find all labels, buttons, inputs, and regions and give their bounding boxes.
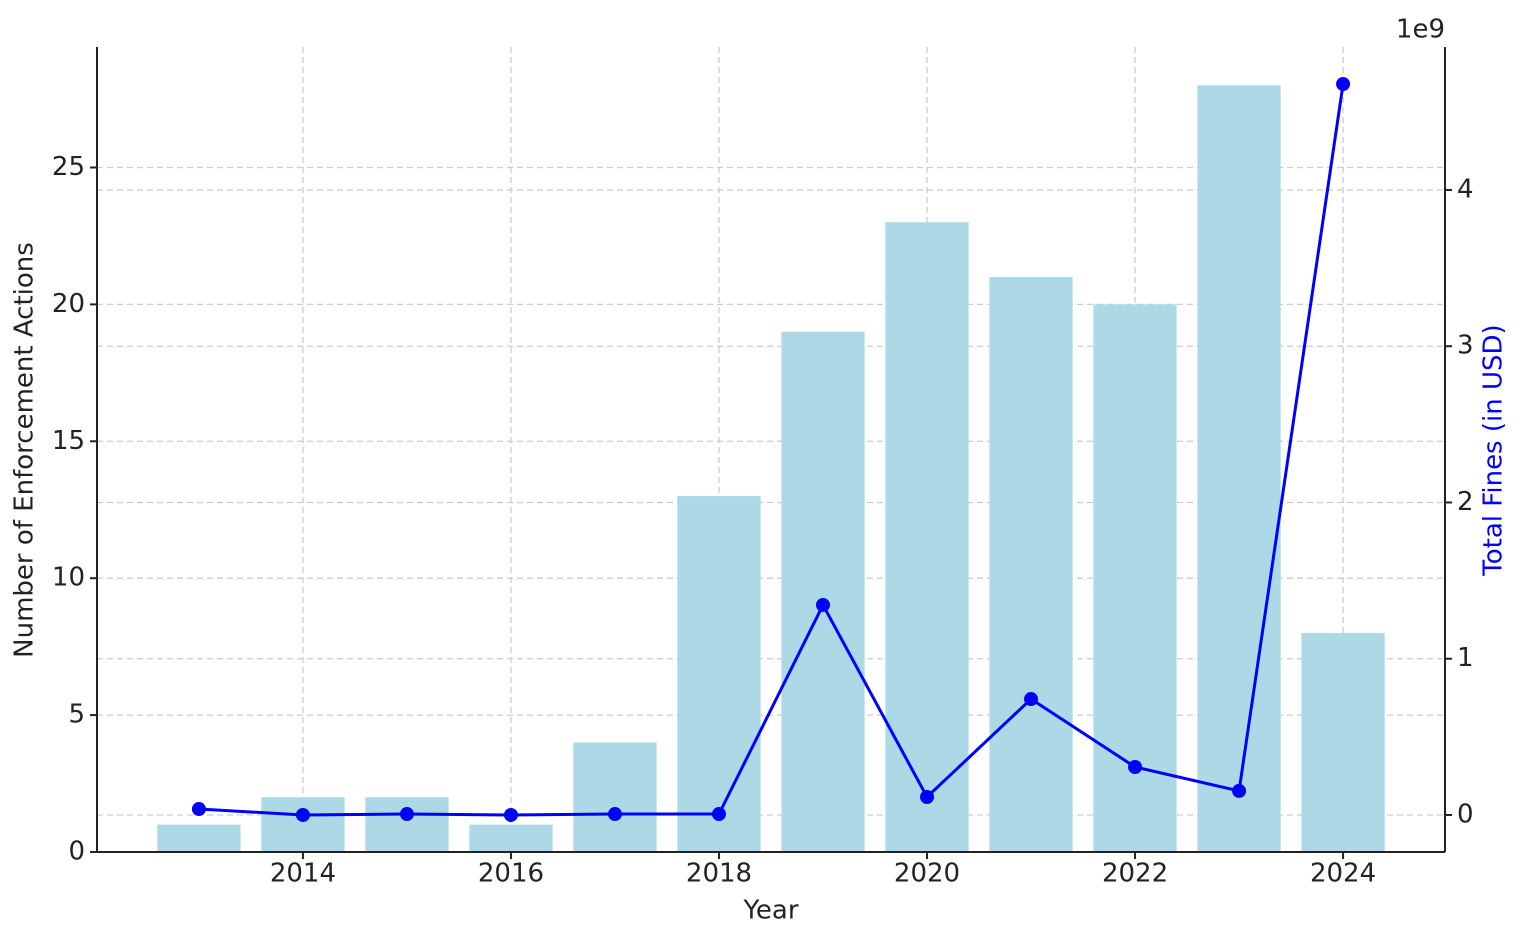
- x-tick-label: 2020: [894, 859, 960, 889]
- point: [399, 807, 414, 822]
- bar: [573, 742, 657, 852]
- bar: [469, 824, 553, 852]
- y-tick-label: 20: [52, 289, 85, 319]
- point: [503, 807, 518, 822]
- y2-tick-label: 4: [1457, 174, 1474, 204]
- point: [920, 790, 935, 804]
- y2-tick-label: 2: [1457, 487, 1474, 517]
- point: [1232, 783, 1247, 798]
- y2-tick-label: 0: [1457, 799, 1474, 829]
- y-tick-label: 10: [52, 563, 85, 593]
- y2-axis-label: Total Fines (in USD): [1479, 324, 1509, 576]
- x-tick-label: 2018: [686, 859, 752, 889]
- y2-offset-label: 1e9: [1396, 15, 1445, 45]
- bar: [261, 797, 345, 852]
- y2-tick-label: 1: [1457, 643, 1474, 673]
- bar: [885, 222, 969, 852]
- y-tick-label: 25: [52, 152, 85, 182]
- point: [1128, 760, 1143, 774]
- line: [198, 83, 1345, 817]
- y-tick-label: 0: [68, 837, 85, 867]
- y-tick-label: 5: [68, 700, 85, 730]
- bar: [989, 277, 1073, 852]
- x-tick-label: 2014: [270, 859, 336, 889]
- bar: [157, 824, 241, 852]
- bar: [1197, 85, 1281, 853]
- x-tick-label: 2024: [1310, 859, 1376, 889]
- point: [1336, 77, 1351, 92]
- point: [607, 807, 622, 822]
- x-tick-label: 2016: [478, 859, 544, 889]
- point: [191, 802, 206, 817]
- point: [1024, 692, 1039, 707]
- point: [816, 597, 831, 612]
- y-axis-label: Number of Enforcement Actions: [10, 242, 40, 658]
- bar: [1301, 632, 1385, 852]
- point: [295, 807, 310, 822]
- bar: [677, 496, 761, 852]
- y2-tick-label: 3: [1457, 331, 1474, 361]
- bar: [365, 797, 449, 852]
- bar: [781, 331, 865, 852]
- x-tick-label: 2022: [1102, 859, 1168, 889]
- y-tick-label: 15: [52, 426, 85, 456]
- x-axis-label: Year: [742, 896, 798, 926]
- point: [711, 807, 726, 822]
